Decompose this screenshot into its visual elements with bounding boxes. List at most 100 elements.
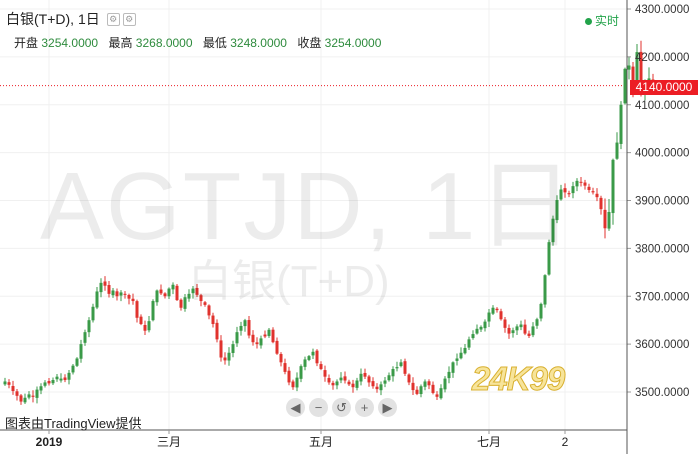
candle-body <box>491 307 495 314</box>
candle-body <box>623 68 627 104</box>
candle-body <box>571 186 575 194</box>
x-tick-label: 七月 <box>477 435 501 449</box>
candle <box>235 326 239 347</box>
candle-body <box>159 289 163 294</box>
candle-body <box>131 298 135 302</box>
candle <box>523 319 527 336</box>
candle-body <box>359 373 363 382</box>
candle-body <box>171 284 175 290</box>
candle <box>491 305 495 316</box>
candle <box>447 366 451 384</box>
candle <box>103 276 107 291</box>
candle-body <box>175 285 179 301</box>
high-label: 最高 <box>108 36 133 50</box>
candle <box>499 308 503 321</box>
candle <box>191 286 195 299</box>
y-tick-label: 3500.0000 <box>635 387 689 399</box>
close-value: 3254.0000 <box>324 36 382 50</box>
scroll-right-button[interactable]: ▶ <box>378 398 397 417</box>
zoom-out-button[interactable]: − <box>309 398 328 417</box>
low-label: 最低 <box>202 36 227 50</box>
x-tick-label: 三月 <box>157 435 181 449</box>
candle-body <box>427 381 431 386</box>
y-tick-label: 3700.0000 <box>635 291 689 303</box>
candle <box>207 304 211 320</box>
candle <box>95 286 99 310</box>
candle-body <box>547 242 551 275</box>
candle-body <box>443 378 447 390</box>
candle-body <box>391 369 395 377</box>
candle <box>615 132 619 160</box>
candle-body <box>515 326 519 331</box>
candle-body <box>55 376 59 380</box>
settings-icon[interactable]: ⚙ <box>106 13 120 26</box>
candle-body <box>619 104 623 144</box>
candle <box>471 330 475 340</box>
candle <box>583 179 587 190</box>
candle <box>563 183 567 198</box>
gear-icon[interactable]: ⚙ <box>122 13 136 26</box>
candle-body <box>459 352 463 359</box>
candle-body <box>315 350 319 364</box>
candle <box>155 289 159 306</box>
candle <box>227 347 231 366</box>
candle-body <box>251 334 255 343</box>
open-value: 3254.0000 <box>41 36 99 50</box>
y-tick-label: 3900.0000 <box>635 196 689 208</box>
candle <box>555 195 559 224</box>
x-tick-label: 2 <box>562 435 569 449</box>
scroll-left-button[interactable]: ◀ <box>286 398 305 417</box>
tradingview-credit[interactable]: 图表由TradingView提供 <box>5 416 142 431</box>
candle <box>603 198 607 239</box>
candle-body <box>591 191 595 193</box>
candle-body <box>403 361 407 374</box>
candle-body <box>135 301 139 318</box>
candle <box>179 298 183 311</box>
candle <box>571 181 575 199</box>
candle <box>247 315 251 339</box>
candle <box>143 320 147 336</box>
candle <box>87 317 91 338</box>
candle <box>271 327 275 344</box>
candle <box>419 384 423 398</box>
candle <box>27 391 31 400</box>
candle-body <box>343 376 347 381</box>
candle <box>567 190 571 198</box>
candles-layer <box>3 40 655 405</box>
candle <box>527 330 531 339</box>
realtime-indicator[interactable]: 实时 <box>585 12 619 29</box>
candle-body <box>231 344 235 353</box>
candle <box>15 388 19 401</box>
y-tick-label: 4200.0000 <box>635 52 689 64</box>
live-dot-icon <box>585 18 592 25</box>
candle <box>435 391 439 400</box>
candle <box>123 291 127 299</box>
candle-body <box>167 288 171 297</box>
reset-button[interactable]: ↺ <box>332 398 351 417</box>
candle <box>135 299 139 323</box>
zoom-in-button[interactable]: + <box>355 398 374 417</box>
candle-body <box>327 378 331 383</box>
candle-body <box>103 281 107 286</box>
candle <box>295 372 299 392</box>
candle-body <box>487 312 491 322</box>
candle <box>455 353 459 366</box>
candle <box>211 312 215 328</box>
candle <box>267 327 271 338</box>
candle-body <box>363 372 367 377</box>
candle-body <box>563 188 567 193</box>
y-tick-label: 3800.0000 <box>635 243 689 255</box>
candle-body <box>567 193 571 195</box>
candle <box>511 327 515 338</box>
candle <box>319 361 323 371</box>
candle <box>595 188 599 202</box>
candle <box>327 374 331 385</box>
candle-body <box>115 291 119 297</box>
candle-body <box>71 365 75 373</box>
candle <box>619 101 623 150</box>
candle <box>111 287 115 298</box>
name-watermark: 白银(T+D) <box>188 257 390 306</box>
candle-body <box>127 294 131 299</box>
candle-body <box>415 389 419 394</box>
